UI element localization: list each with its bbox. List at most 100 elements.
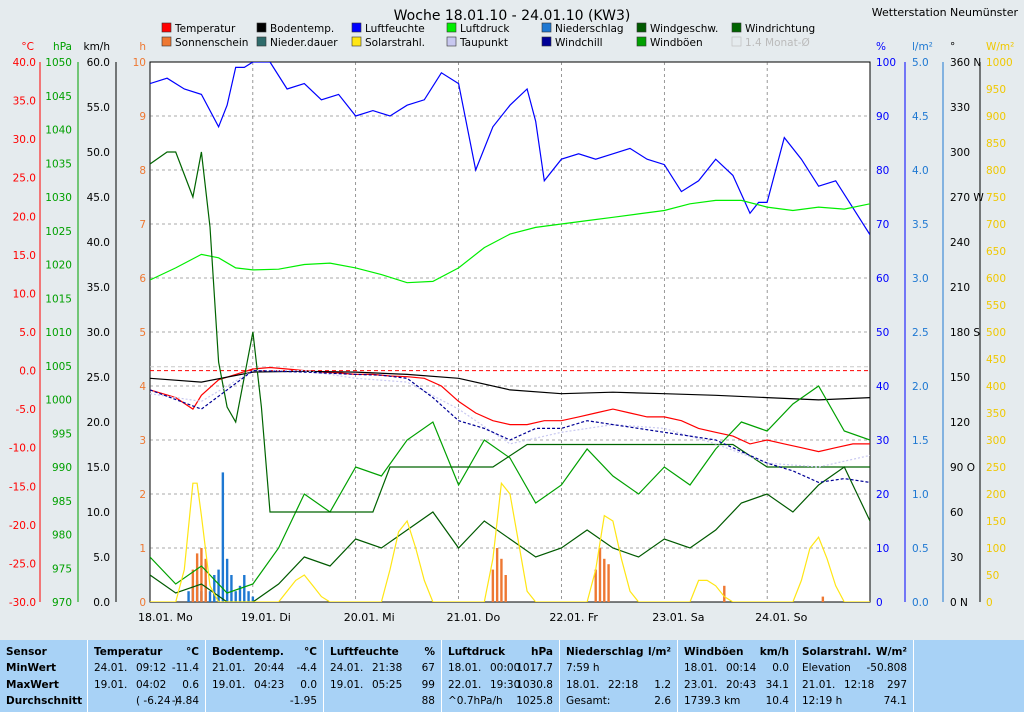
summary-time: 22:18: [608, 678, 639, 691]
summary-row: 21.01. 12:18 297: [802, 679, 907, 695]
legend-swatch: [636, 36, 647, 47]
axis-tick-pressure: 975: [52, 563, 72, 575]
summary-value: 1017.7: [516, 662, 553, 675]
axis-unit-hours: h: [139, 41, 146, 53]
axis-tick-hours: 2: [139, 489, 146, 501]
axis-tick-direction: 30: [950, 552, 963, 564]
axis-tick-solar: 250: [986, 462, 1006, 474]
axis-unit-humidity: %: [876, 41, 886, 53]
axis-tick-solar: 550: [986, 300, 1006, 312]
axis-tick-temp: 0.0: [19, 366, 36, 378]
axis-tick-wind: 5.0: [93, 552, 110, 564]
axis-tick-pressure: 1030: [45, 192, 72, 204]
day-label: 24.01. So: [755, 611, 807, 624]
axis-tick-direction: 60: [950, 507, 963, 519]
axis-tick-rain: 1.5: [912, 435, 929, 447]
axis-tick-humidity: 0: [876, 597, 883, 609]
summary-date: 21.01.: [212, 662, 246, 675]
axis-tick-hours: 7: [139, 219, 146, 231]
summary-value: -1.95: [289, 695, 317, 708]
day-label: 23.01. Sa: [652, 611, 704, 624]
summary-value: 74.1: [883, 695, 907, 708]
summary-column-title: Temperatur: [94, 646, 163, 658]
summary-date: 24.01.: [330, 662, 364, 675]
legend-label: Luftdruck: [460, 23, 510, 35]
axis-tick-temp: -15.0: [9, 481, 36, 493]
series-line: [150, 151, 870, 513]
axis-tick-wind: 35.0: [87, 282, 110, 294]
summary-date: 18.01.: [448, 662, 482, 675]
axis-tick-humidity: 80: [876, 165, 889, 177]
legend-swatch: [731, 22, 742, 33]
axis-tick-hours: 1: [139, 543, 146, 555]
axis-tick-temp: 25.0: [13, 173, 36, 185]
axis-tick-pressure: 1005: [45, 361, 72, 373]
summary-row: 19.01. 05:25 99: [330, 679, 435, 695]
summary-time: 04:23: [254, 678, 285, 691]
day-label: 18.01. Mo: [138, 611, 193, 624]
axis-unit-solar: W/m²: [986, 41, 1014, 53]
max-label: MaxWert: [6, 678, 59, 691]
axis-unit-wind: km/h: [83, 41, 110, 53]
legend-swatch: [446, 36, 457, 47]
axis-tick-rain: 0.0: [912, 597, 929, 609]
summary-time: 20:43: [726, 678, 757, 691]
axis-tick-solar: 800: [986, 165, 1006, 177]
bar: [234, 591, 237, 602]
legend-swatch: [541, 22, 552, 33]
axis-tick-humidity: 60: [876, 273, 889, 285]
summary-column-unit: °C: [304, 646, 317, 658]
summary-time: 09:12: [136, 662, 167, 675]
summary-time: 00:00: [490, 662, 521, 675]
legend-label: Luftfeuchte: [365, 23, 425, 35]
avg-label: Durchschnitt: [6, 695, 83, 708]
axis-tick-hours: 8: [139, 165, 146, 177]
summary-row: 18.01. 22:18 1.2: [566, 679, 671, 695]
summary-value: 1030.8: [516, 678, 553, 691]
axis-tick-humidity: 100: [876, 57, 896, 69]
axis-tick-direction: 270 W: [950, 192, 984, 204]
axis-tick-direction: 180 S: [950, 327, 980, 339]
axis-tick-solar: 650: [986, 246, 1006, 258]
summary-date: ^0.7hPa/h: [448, 695, 503, 708]
legend-label: Windgeschw.: [650, 23, 718, 35]
axis-tick-hours: 4: [139, 381, 146, 393]
bar: [598, 548, 602, 602]
bar: [221, 472, 225, 602]
legend-swatch: [446, 22, 457, 33]
bar: [208, 591, 212, 602]
bar: [251, 596, 255, 602]
axis-tick-temp: 10.0: [13, 288, 36, 300]
summary-row: ( -6.24 ) -4.84: [94, 695, 199, 711]
axis-unit-rain: l/m²: [912, 41, 933, 53]
axis-tick-temp: 30.0: [13, 134, 36, 146]
axis-tick-wind: 25.0: [87, 372, 110, 384]
bar: [195, 553, 199, 602]
summary-date: 23.01.: [684, 678, 718, 691]
summary-row: 7:59 h: [566, 662, 671, 678]
summary-date: 21.01.: [802, 678, 836, 691]
axis-tick-humidity: 10: [876, 543, 889, 555]
summary-date: 24.01.: [94, 662, 128, 675]
summary-row: Elevation -50.808: [802, 662, 907, 678]
axis-tick-temp: 20.0: [13, 211, 36, 223]
series-line: [150, 366, 870, 453]
axis-tick-pressure: 1020: [45, 260, 72, 272]
summary-value: 2.6: [654, 695, 671, 708]
plot-series: [150, 62, 870, 602]
legend-label: Niederschlag: [555, 23, 624, 35]
axis-tick-solar: 750: [986, 192, 1006, 204]
axis-tick-temp: -20.0: [9, 520, 36, 532]
axis-tick-solar: 0: [986, 597, 993, 609]
summary-row: 24.01. 21:38 67: [330, 662, 435, 678]
axis-tick-hours: 6: [139, 273, 146, 285]
axis-tick-solar: 100: [986, 543, 1006, 555]
summary-value: -11.4: [171, 662, 199, 675]
summary-value: 67: [421, 662, 435, 675]
summary-value: 1025.8: [516, 695, 553, 708]
axis-tick-wind: 15.0: [87, 462, 110, 474]
axis-tick-solar: 400: [986, 381, 1006, 393]
axis-tick-temp: 5.0: [19, 327, 36, 339]
legend-swatch: [161, 22, 172, 33]
chart-svg: Woche 18.01.10 - 24.01.10 (KW3) Wettersta…: [9, 6, 1019, 624]
